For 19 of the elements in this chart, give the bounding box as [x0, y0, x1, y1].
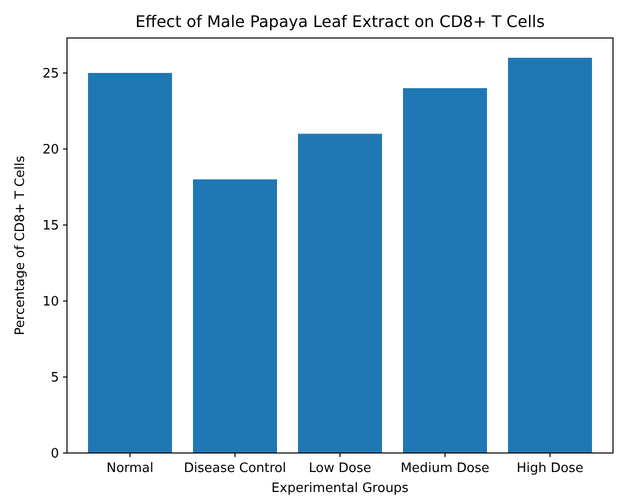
y-tick-label: 5: [50, 370, 59, 386]
y-tick-label: 15: [42, 218, 59, 234]
x-tick-label: Medium Dose: [400, 461, 490, 476]
bar: [403, 88, 487, 453]
y-tick-label: 10: [42, 294, 59, 310]
x-tick-label: Disease Control: [184, 461, 286, 476]
bar: [193, 179, 277, 453]
x-tick-label: High Dose: [516, 461, 584, 476]
y-axis-title: Percentage of CD8+ T Cells: [13, 156, 28, 336]
y-tick-label: 0: [50, 446, 59, 462]
y-tick-label: 25: [42, 66, 59, 82]
x-tick-label: Low Dose: [308, 461, 372, 476]
bar: [88, 72, 172, 453]
bar: [508, 58, 592, 453]
x-axis-title: Experimental Groups: [271, 481, 409, 496]
bar: [298, 134, 382, 453]
chart-title: Effect of Male Papaya Leaf Extract on CD8+ T Cells: [135, 12, 545, 31]
x-tick-label: Normal: [106, 461, 154, 476]
y-tick-label: 20: [42, 142, 59, 158]
